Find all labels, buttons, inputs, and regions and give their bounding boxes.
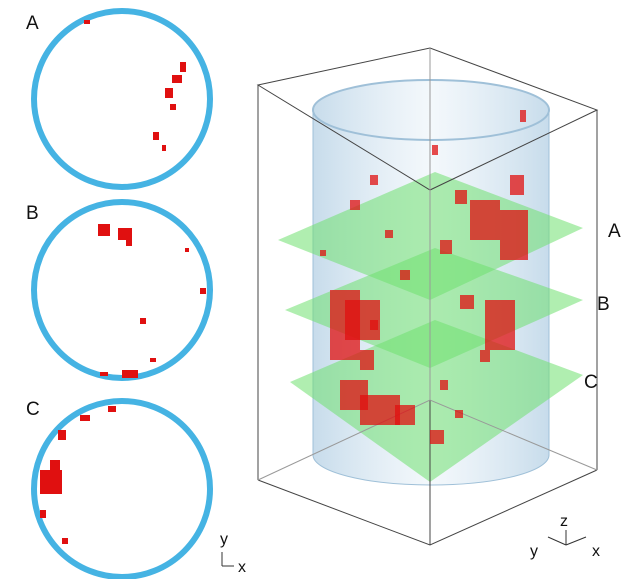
pore-blob [180, 62, 186, 72]
pore-blob [430, 430, 444, 444]
panel-label: C [26, 399, 40, 420]
pore-blob [126, 240, 132, 246]
volume-render [258, 48, 597, 545]
axis-label: z [560, 513, 568, 530]
pore-blob [150, 358, 156, 362]
axis-2d: y x [220, 531, 246, 576]
slice-label: B [597, 294, 610, 315]
pore-blob [440, 240, 452, 254]
slice-label: C [584, 372, 598, 393]
axis-line [566, 537, 586, 545]
pore-blob [108, 406, 116, 412]
pore-blob [432, 145, 438, 155]
pore-blob [172, 75, 182, 83]
pore-blob [455, 410, 463, 418]
pore-blob [118, 228, 132, 240]
slice-circle [34, 11, 210, 187]
pore-blob [360, 395, 400, 425]
pore-blob [455, 190, 467, 204]
pore-blob [520, 110, 526, 122]
pore-blob [200, 288, 206, 294]
axis-label: x [592, 543, 600, 560]
axis-line [548, 537, 566, 545]
pore-blob [350, 200, 360, 210]
pore-blob [40, 510, 46, 518]
slice-images [34, 11, 210, 577]
pore-blob [40, 470, 62, 494]
pore-blob [100, 372, 108, 376]
pore-blob [122, 370, 138, 378]
pore-blob [62, 538, 68, 544]
pore-blob [370, 320, 378, 330]
pore-blob [50, 460, 60, 470]
pore-blob [510, 175, 524, 195]
pore-blob [165, 88, 173, 98]
figure: A B C y x A B C z y x [0, 0, 624, 579]
pore-blob [80, 415, 90, 421]
pore-blob [162, 145, 166, 151]
pore-blob [320, 250, 326, 256]
panel-label: B [26, 203, 39, 224]
pore-blob [485, 300, 515, 350]
pore-blob [470, 200, 500, 240]
pore-blob [500, 210, 528, 260]
pore-blob [153, 132, 159, 140]
panel-label: A [26, 13, 39, 34]
pore-blob [98, 224, 110, 236]
axis-label: y [530, 543, 538, 560]
pore-blob [170, 104, 176, 110]
pore-blob [370, 175, 378, 185]
pore-blob [400, 270, 410, 280]
axis-label: y [220, 531, 228, 548]
pore-blob [385, 230, 393, 238]
pore-blob [440, 380, 448, 390]
axis-3d: z y x [530, 513, 600, 560]
pore-blob [360, 350, 374, 370]
axis-label: x [238, 559, 246, 576]
pore-blob [185, 248, 189, 252]
pore-blob [84, 20, 90, 24]
pore-blob [58, 430, 66, 440]
pore-blob [395, 405, 415, 425]
pore-blob [480, 350, 490, 362]
slice-label: A [608, 221, 621, 242]
pore-blob [140, 318, 146, 324]
pore-blob [460, 295, 474, 309]
